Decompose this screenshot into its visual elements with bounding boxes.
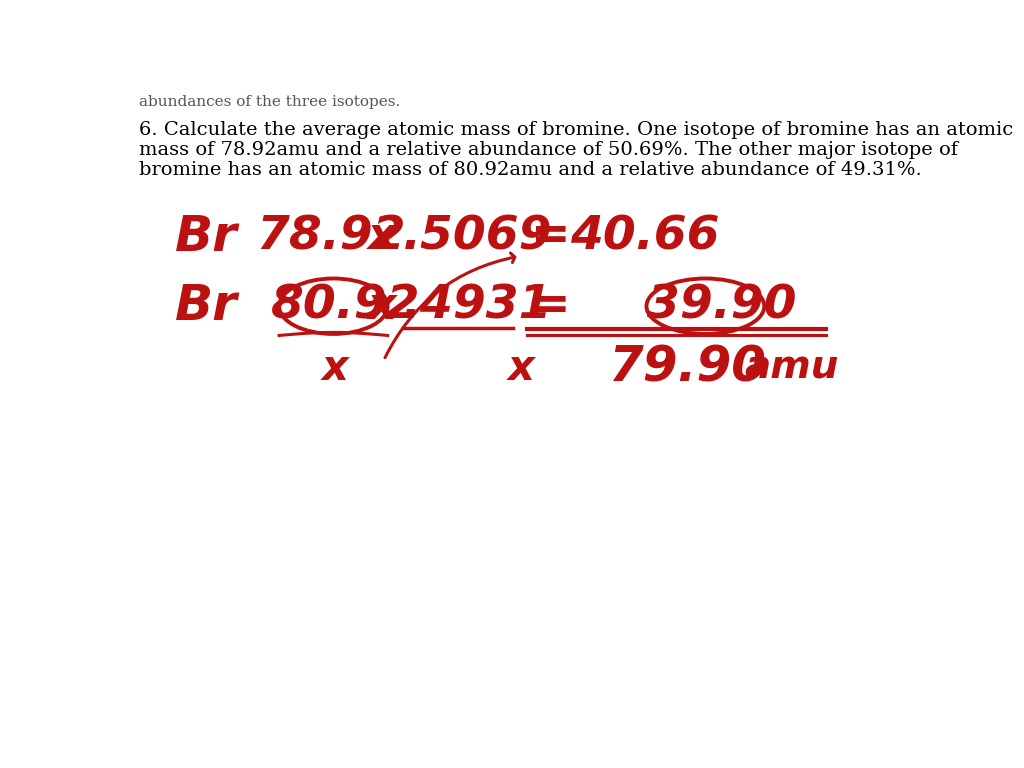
Text: 78.92: 78.92 [256, 214, 406, 260]
Text: 80.92: 80.92 [271, 283, 421, 329]
Text: 39.90: 39.90 [647, 283, 797, 329]
Text: 40.66: 40.66 [569, 214, 719, 260]
Text: =: = [531, 283, 570, 329]
Text: amu: amu [744, 349, 839, 387]
Text: abundances of the three isotopes.: abundances of the three isotopes. [139, 95, 400, 109]
Text: x: x [322, 347, 348, 389]
Text: Br: Br [174, 282, 238, 330]
Text: .5069: .5069 [403, 214, 553, 260]
Text: 6. Calculate the average atomic mass of bromine. One isotope of bromine has an a: 6. Calculate the average atomic mass of … [139, 121, 1013, 140]
Text: x: x [369, 215, 397, 258]
Text: x: x [508, 347, 535, 389]
Text: bromine has an atomic mass of 80.92amu and a relative abundance of 49.31%.: bromine has an atomic mass of 80.92amu a… [139, 161, 922, 180]
Text: 79.90: 79.90 [608, 344, 767, 392]
Text: .4931: .4931 [403, 283, 553, 329]
Text: mass of 78.92amu and a relative abundance of 50.69%. The other major isotope of: mass of 78.92amu and a relative abundanc… [139, 141, 957, 160]
Text: Br: Br [174, 213, 238, 261]
Text: =: = [531, 214, 570, 260]
Text: x: x [369, 285, 397, 328]
